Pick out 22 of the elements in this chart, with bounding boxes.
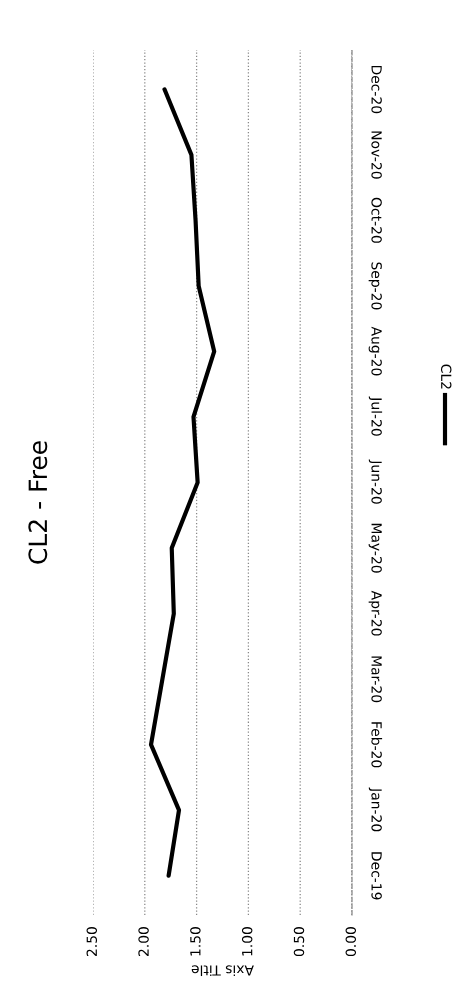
text: CL2 <box>440 364 452 389</box>
y-tick-label: Sep-20 <box>368 262 382 310</box>
y-tick-label: Oct-20 <box>371 197 382 243</box>
y-tick-label: Mar-20 <box>371 656 382 703</box>
x-tick-label: 0.00 <box>345 927 357 957</box>
y-tick-label: Apr-20 <box>368 590 382 636</box>
y-tick-label: Jan-20 <box>368 787 382 832</box>
y-tick-label: Aug-20 <box>368 326 382 376</box>
x-tick-label: 0.50 <box>293 927 305 957</box>
x-tick-label: 1.00 <box>241 927 253 956</box>
y-tick-label: Dec-19 <box>371 852 382 900</box>
x-tick-label: 2.50 <box>86 927 98 957</box>
x-tick-label: 1.50 <box>190 927 201 956</box>
y-tick-label: Nov-20 <box>371 131 382 179</box>
x-tick-label: 2.00 <box>138 927 149 957</box>
y-tick-label: May-20 <box>368 523 382 573</box>
y-tick-label: Jun-20 <box>368 459 382 504</box>
y-tick-label: Jul-20 <box>368 396 383 436</box>
x-axis-title: Axis Title <box>191 965 254 977</box>
y-tick-label: Feb-20 <box>371 722 383 768</box>
text: CL2 - Free <box>28 441 48 564</box>
y-tick-label: Dec-20 <box>371 65 382 114</box>
